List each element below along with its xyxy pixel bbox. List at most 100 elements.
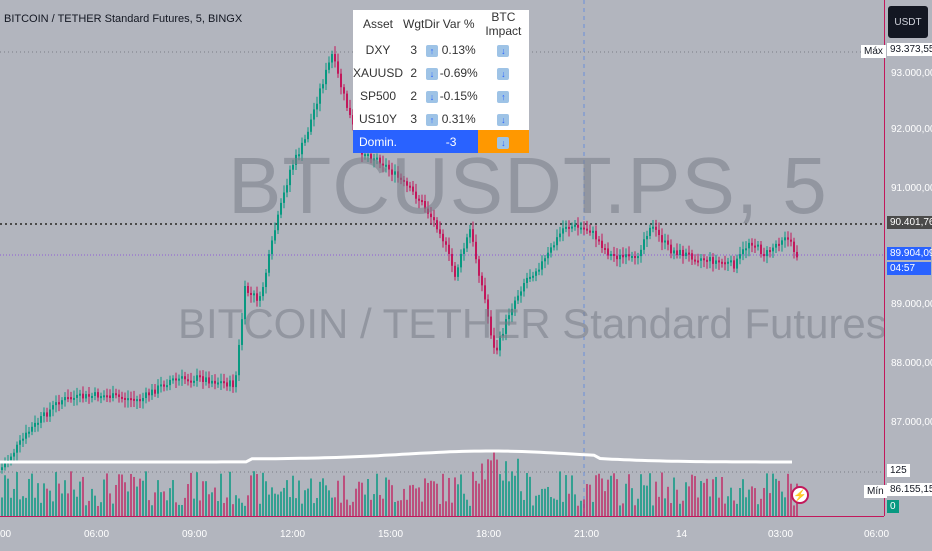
volume-bar	[124, 482, 126, 516]
time-tick: 06:00	[864, 529, 890, 540]
volume-bar	[352, 501, 354, 516]
volume-bar	[31, 473, 33, 516]
volume-bar	[295, 498, 297, 516]
candle-body	[523, 282, 525, 292]
candle-body	[703, 258, 705, 261]
variation-cell: 0.31%	[441, 111, 476, 126]
volume-bar	[571, 475, 573, 516]
volume-bar	[223, 502, 225, 516]
direction-icon: ↑	[424, 38, 439, 61]
candle-body	[790, 239, 792, 242]
chart-area[interactable]	[0, 0, 884, 516]
volume-bar	[601, 478, 603, 516]
candle-body	[595, 230, 597, 240]
table-row: DXY 3 ↑ 0.13% ↓	[353, 38, 529, 61]
volume-bar	[67, 493, 69, 516]
volume-bar	[52, 501, 54, 516]
candle-body	[658, 229, 660, 236]
asset-cell: SP500	[359, 88, 397, 103]
price-axis[interactable]: 93.000,00 92.000,00 91.000,00 89.000,00 …	[884, 0, 932, 516]
impact-icon: ↓	[478, 38, 529, 61]
candle-body	[646, 235, 648, 240]
candle-body	[148, 392, 150, 396]
volume-bar	[64, 480, 66, 516]
time-tick: 15:00	[378, 529, 404, 540]
volume-bar	[16, 472, 18, 516]
volume-bar	[775, 478, 777, 516]
candle-body	[451, 253, 453, 266]
volume-bar	[610, 475, 612, 516]
volume-bar	[4, 475, 6, 516]
volume-bar	[331, 497, 333, 516]
candle-body	[448, 244, 450, 254]
ref-price-label: 90.401,76	[887, 216, 932, 229]
candle-body	[346, 93, 348, 108]
volume-bar	[718, 497, 720, 516]
candle-body	[676, 250, 678, 256]
price-tick: 87.000,00	[891, 417, 932, 428]
volume-ma-line	[0, 449, 792, 464]
candle-body	[604, 247, 606, 250]
volume-bar	[481, 463, 483, 516]
candle-body	[151, 389, 153, 396]
volume-bar	[25, 497, 27, 516]
volume-bar	[94, 495, 96, 516]
candle-body	[70, 397, 72, 400]
weight-cell: 2	[410, 88, 418, 103]
volume-bar	[454, 477, 456, 516]
volume-bar	[355, 488, 357, 516]
table-row: US10Y 3 ↑ 0.31% ↓	[353, 107, 529, 130]
volume-bar	[397, 500, 399, 516]
volume-bar	[625, 483, 627, 516]
arrow-up-icon: ↑	[426, 113, 439, 126]
candle-body	[376, 157, 378, 160]
volume-bar	[724, 503, 726, 516]
candle-body	[469, 229, 471, 238]
volume-bar	[478, 483, 480, 516]
time-axis[interactable]: 00 06:00 09:00 12:00 15:00 18:00 21:00 1…	[0, 516, 889, 551]
candle-body	[682, 249, 684, 257]
volume-bar	[745, 497, 747, 516]
price-tick: 89.000,00	[891, 299, 932, 310]
volume-bar	[400, 500, 402, 516]
time-tick: 00	[0, 529, 12, 540]
candle-body	[583, 227, 585, 230]
volume-bar	[391, 485, 393, 516]
candle-body	[637, 256, 639, 259]
volume-bar	[574, 494, 576, 516]
volume-bar	[244, 505, 246, 516]
candle-body	[298, 154, 300, 157]
volume-label: 125	[887, 464, 910, 477]
volume-bar	[181, 504, 183, 516]
candle-body	[442, 233, 444, 242]
candle-body	[781, 240, 783, 245]
volume-bar	[88, 500, 90, 516]
volume-bar	[382, 498, 384, 516]
volume-bar	[631, 488, 633, 516]
volume-bar	[343, 475, 345, 516]
volume-bar	[112, 503, 114, 516]
candle-body	[67, 397, 69, 400]
candle-body	[787, 237, 789, 240]
candle-body	[244, 286, 246, 320]
currency-button[interactable]: USDT	[888, 6, 928, 38]
candle-body	[742, 249, 744, 255]
candle-body	[478, 259, 480, 276]
candle-body	[79, 393, 81, 396]
volume-bar	[685, 482, 687, 516]
volume-bar	[589, 484, 591, 516]
volume-bar	[7, 478, 9, 516]
candle-body	[748, 242, 750, 249]
volume-bar	[271, 487, 273, 516]
candle-body	[730, 260, 732, 263]
volume-bar	[229, 471, 231, 516]
arrow-down-icon: ↓	[426, 90, 439, 103]
volume-bar	[232, 504, 234, 516]
candle-body	[745, 248, 747, 251]
candle-body	[784, 237, 786, 241]
volume-bar	[268, 494, 270, 516]
candle-body	[769, 250, 771, 253]
volume-bar	[421, 501, 423, 516]
candlestick-chart[interactable]	[0, 0, 884, 516]
lightning-icon[interactable]: ⚡	[791, 486, 809, 504]
